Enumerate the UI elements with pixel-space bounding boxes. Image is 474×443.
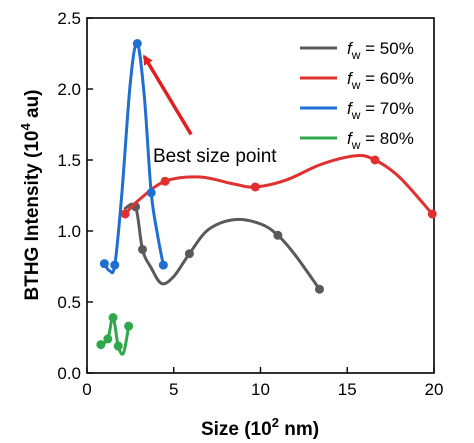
series-line [102, 42, 165, 275]
legend-label-sub: w [351, 108, 361, 122]
data-point [250, 182, 260, 192]
y-tick-label: 0.5 [57, 293, 81, 312]
y-tick-label: 0.0 [57, 364, 81, 383]
y-axis-title-end: au) [22, 90, 43, 124]
legend-label-sub: w [351, 48, 361, 62]
annotation-layer: Best size point [142, 54, 277, 167]
legend-label: fw = 80% [347, 129, 414, 152]
x-tick-label: 5 [169, 380, 178, 399]
annotation-label: Best size point [153, 146, 277, 167]
legend-label-sub: w [351, 78, 361, 92]
data-point [184, 249, 194, 259]
data-point [113, 341, 123, 351]
axis-ticks: 0 5 10 15 20 0.0 0.5 1.0 1.5 2.0 2.5 [57, 9, 443, 399]
data-point [314, 284, 324, 294]
data-point [138, 244, 148, 254]
data-point [158, 260, 168, 270]
x-tick-label: 0 [82, 380, 91, 399]
data-point [120, 209, 130, 219]
data-point [146, 188, 156, 198]
x-axis-title: Size (102 nm) [201, 415, 319, 440]
legend-label-main: f [347, 129, 354, 148]
data-point [99, 259, 109, 269]
y-tick-label: 2.0 [57, 80, 81, 99]
legend-label-main: f [347, 69, 354, 88]
y-tick-label: 2.5 [57, 9, 81, 28]
legend-label: fw = 70% [347, 99, 414, 122]
x-axis-title-sup: 2 [272, 415, 279, 430]
x-axis-title-end: nm) [279, 419, 319, 440]
y-axis-title: BTHG Intensity (104 au) [18, 90, 43, 301]
legend-label-rest: = 70% [360, 99, 413, 118]
legend-label: fw = 50% [347, 39, 414, 62]
data-point [108, 313, 118, 323]
data-point [110, 260, 120, 270]
data-point [427, 209, 437, 219]
series-layer [96, 39, 437, 356]
y-axis-title-sup: 4 [18, 123, 33, 131]
legend-label-main: f [347, 39, 354, 58]
legend-label-rest: = 60% [360, 69, 413, 88]
legend-label-rest: = 80% [360, 129, 413, 148]
legend-label: fw = 60% [347, 69, 414, 92]
data-point [370, 155, 380, 165]
y-axis-title-main: BTHG Intensity (10 [22, 131, 43, 301]
data-point [96, 340, 106, 350]
data-point [132, 39, 142, 49]
x-tick-label: 20 [425, 380, 444, 399]
x-axis-title-main: Size (10 [201, 419, 272, 440]
x-tick-label: 10 [251, 380, 270, 399]
data-point [273, 230, 283, 240]
data-point [124, 321, 134, 331]
legend-label-main: f [347, 99, 354, 118]
annotation-arrow [142, 54, 193, 136]
legend: fw = 50%fw = 60%fw = 70%fw = 80% [300, 39, 414, 152]
data-point [103, 334, 113, 344]
y-tick-label: 1.0 [57, 222, 81, 241]
legend-label-rest: = 50% [360, 39, 413, 58]
legend-label-sub: w [351, 138, 361, 152]
x-tick-label: 15 [338, 380, 357, 399]
y-tick-label: 1.5 [57, 151, 81, 170]
data-point [160, 176, 170, 186]
